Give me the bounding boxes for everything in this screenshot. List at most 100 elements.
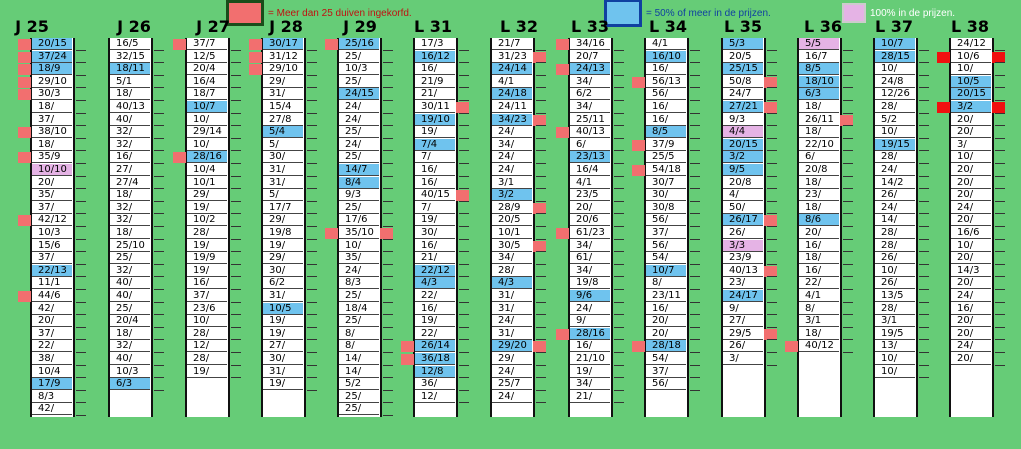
result-value: 3/1 bbox=[498, 176, 515, 188]
column-header: L 38 bbox=[950, 17, 990, 36]
row-tick bbox=[690, 112, 700, 114]
result-value: 9/5 bbox=[729, 164, 746, 175]
result-cell bbox=[875, 164, 915, 176]
result-row: 30/8 bbox=[632, 201, 702, 217]
result-value: 5/5 bbox=[805, 38, 822, 49]
red-marker bbox=[173, 39, 186, 50]
result-cell bbox=[723, 50, 763, 63]
row-tick bbox=[536, 276, 546, 278]
row-tick bbox=[690, 188, 700, 190]
result-value: 19/10 bbox=[421, 113, 450, 125]
result-row: 20/8 bbox=[785, 164, 855, 179]
result-row: 16/ bbox=[632, 63, 702, 78]
result-cell bbox=[339, 63, 379, 76]
result-value: 15/6 bbox=[38, 239, 61, 251]
legend-blue: = 50% of meer in de prijzen. bbox=[604, 0, 771, 27]
column-header: J 25 bbox=[15, 17, 49, 36]
row-tick bbox=[76, 389, 86, 391]
result-cell bbox=[415, 315, 455, 328]
result-value: 10/10 bbox=[38, 164, 67, 175]
result-value: 21/ bbox=[421, 252, 438, 264]
result-row: 24/ bbox=[325, 101, 395, 116]
result-value: 10/3 bbox=[38, 227, 61, 238]
highlight-blue bbox=[492, 88, 532, 101]
row-tick bbox=[307, 276, 317, 278]
result-cell bbox=[492, 315, 532, 328]
result-value: 24/ bbox=[345, 113, 362, 125]
row-tick bbox=[459, 339, 469, 341]
row-tick bbox=[76, 402, 86, 404]
result-cell bbox=[570, 302, 610, 315]
row-tick bbox=[76, 87, 86, 89]
result-cell bbox=[339, 126, 379, 139]
result-value: 10/ bbox=[881, 126, 898, 138]
row-tick bbox=[154, 150, 164, 152]
result-row: 29/ bbox=[173, 189, 243, 204]
result-value: 4/1 bbox=[805, 290, 822, 301]
result-row: 19/9 bbox=[173, 252, 243, 267]
result-cell bbox=[799, 227, 839, 239]
result-row: 18/10 bbox=[785, 75, 855, 91]
result-value: 16/5 bbox=[116, 38, 139, 49]
red-marker bbox=[556, 228, 569, 239]
result-row: 10/7 bbox=[632, 264, 702, 280]
row-tick bbox=[154, 314, 164, 316]
row-tick bbox=[767, 162, 777, 164]
result-row: 36/18 bbox=[401, 353, 471, 368]
result-cell bbox=[799, 176, 839, 189]
result-value: 3/1 bbox=[805, 315, 822, 327]
result-row: 24/ bbox=[478, 151, 548, 166]
result-row: 20/7 bbox=[556, 50, 626, 66]
result-row: 19/ bbox=[401, 315, 471, 330]
result-value: 40/15 bbox=[421, 189, 450, 201]
row-tick bbox=[843, 301, 853, 303]
result-value: 28/16 bbox=[576, 327, 605, 339]
row-tick bbox=[843, 339, 853, 341]
result-row: 14/3 bbox=[937, 264, 1007, 280]
result-row: 23/5 bbox=[556, 189, 626, 204]
row-tick bbox=[843, 200, 853, 202]
row-tick bbox=[307, 351, 317, 353]
result-cell bbox=[875, 201, 915, 214]
highlight-blue bbox=[339, 88, 379, 101]
result-cell bbox=[110, 277, 150, 290]
row-tick bbox=[383, 112, 393, 114]
result-value: 24/ bbox=[498, 126, 515, 138]
result-value: 10/2 bbox=[193, 214, 216, 226]
column-header: L 33 bbox=[570, 17, 610, 36]
result-cell bbox=[110, 340, 150, 353]
highlight-blue bbox=[32, 264, 72, 277]
row-tick bbox=[231, 364, 241, 366]
row-tick bbox=[995, 99, 1005, 101]
result-row: 19/ bbox=[401, 214, 471, 229]
result-value: 27/ bbox=[729, 315, 746, 327]
result-row: 22/13 bbox=[18, 264, 88, 280]
result-value: 18/ bbox=[116, 189, 133, 201]
result-row: 19/ bbox=[556, 365, 626, 381]
red-marker bbox=[937, 51, 950, 63]
result-row: 20/ bbox=[937, 353, 1007, 368]
result-row: 3/2 bbox=[937, 101, 1007, 116]
result-row: 24/ bbox=[556, 302, 626, 318]
row-tick bbox=[76, 326, 86, 328]
row-tick bbox=[690, 301, 700, 303]
result-row: 24/ bbox=[478, 390, 548, 406]
result-row: 40/15 bbox=[401, 189, 471, 204]
row-tick bbox=[919, 326, 929, 328]
result-value: 54/18 bbox=[652, 164, 681, 175]
result-cell bbox=[570, 353, 610, 365]
result-row: 5/3 bbox=[709, 38, 779, 53]
result-cell bbox=[570, 201, 610, 214]
result-value: 6/3 bbox=[116, 378, 133, 390]
result-cell bbox=[492, 353, 532, 365]
result-cell bbox=[875, 252, 915, 265]
highlight-blue bbox=[799, 88, 839, 101]
result-row: 30/ bbox=[249, 264, 319, 280]
column-header: L 35 bbox=[723, 17, 763, 36]
row-tick bbox=[767, 225, 777, 227]
result-cell bbox=[32, 227, 72, 239]
result-row: 54/ bbox=[632, 252, 702, 267]
row-tick bbox=[690, 213, 700, 215]
result-row: 12/5 bbox=[173, 50, 243, 66]
result-row: 5/4 bbox=[249, 126, 319, 141]
